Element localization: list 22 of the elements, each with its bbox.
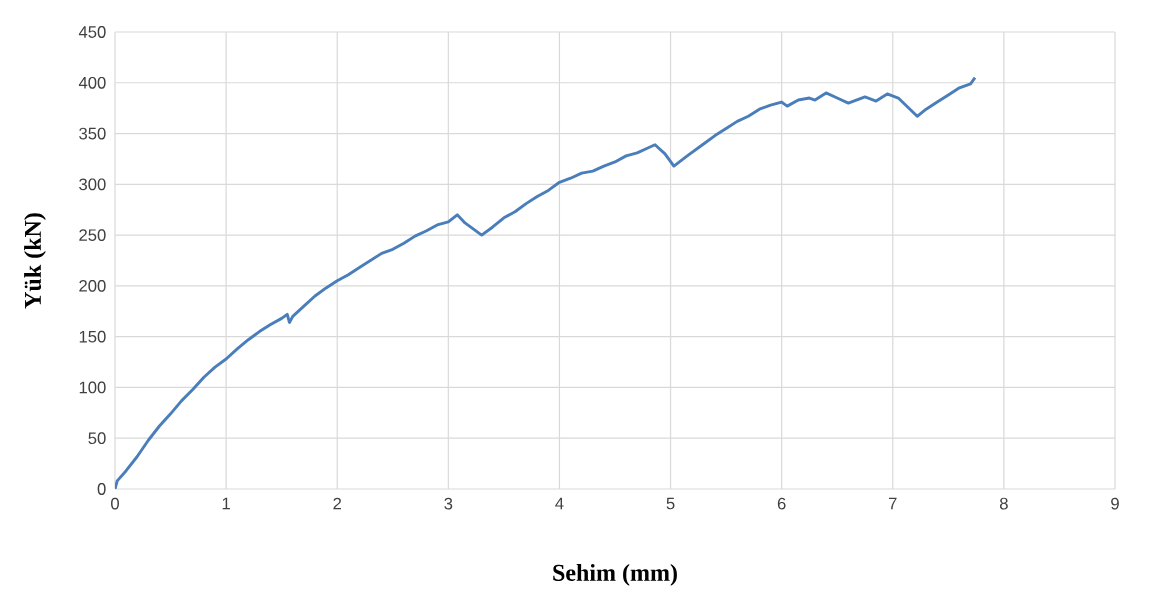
y-tick-label: 200 — [79, 279, 106, 292]
x-tick-label: 7 — [889, 497, 897, 510]
x-axis-title: Sehim (mm) — [553, 564, 677, 586]
x-tick-label: 9 — [1111, 497, 1119, 510]
y-tick-label: 450 — [78, 26, 106, 38]
x-tick-label: 8 — [999, 497, 1008, 510]
x-tick-label: 5 — [666, 497, 675, 510]
y-tick-label: 0 — [97, 483, 106, 495]
x-tick-label: 4 — [555, 497, 564, 510]
x-tick-label: 1 — [222, 497, 230, 510]
x-tick-label: 0 — [111, 497, 119, 510]
y-tick-label: 350 — [79, 127, 106, 140]
y-tick-label: 300 — [79, 178, 106, 191]
y-tick-label: 250 — [79, 229, 106, 242]
y-tick-label: 400 — [78, 76, 106, 89]
x-tick-label: 6 — [777, 497, 786, 510]
x-tick-label: 2 — [333, 497, 342, 510]
y-tick-label: 100 — [79, 381, 106, 394]
y-tick-label: 150 — [79, 330, 106, 343]
y-tick-label: 50 — [88, 432, 106, 445]
y-axis-title: Yük (kN) — [24, 213, 46, 309]
x-tick-label: 3 — [444, 497, 453, 510]
